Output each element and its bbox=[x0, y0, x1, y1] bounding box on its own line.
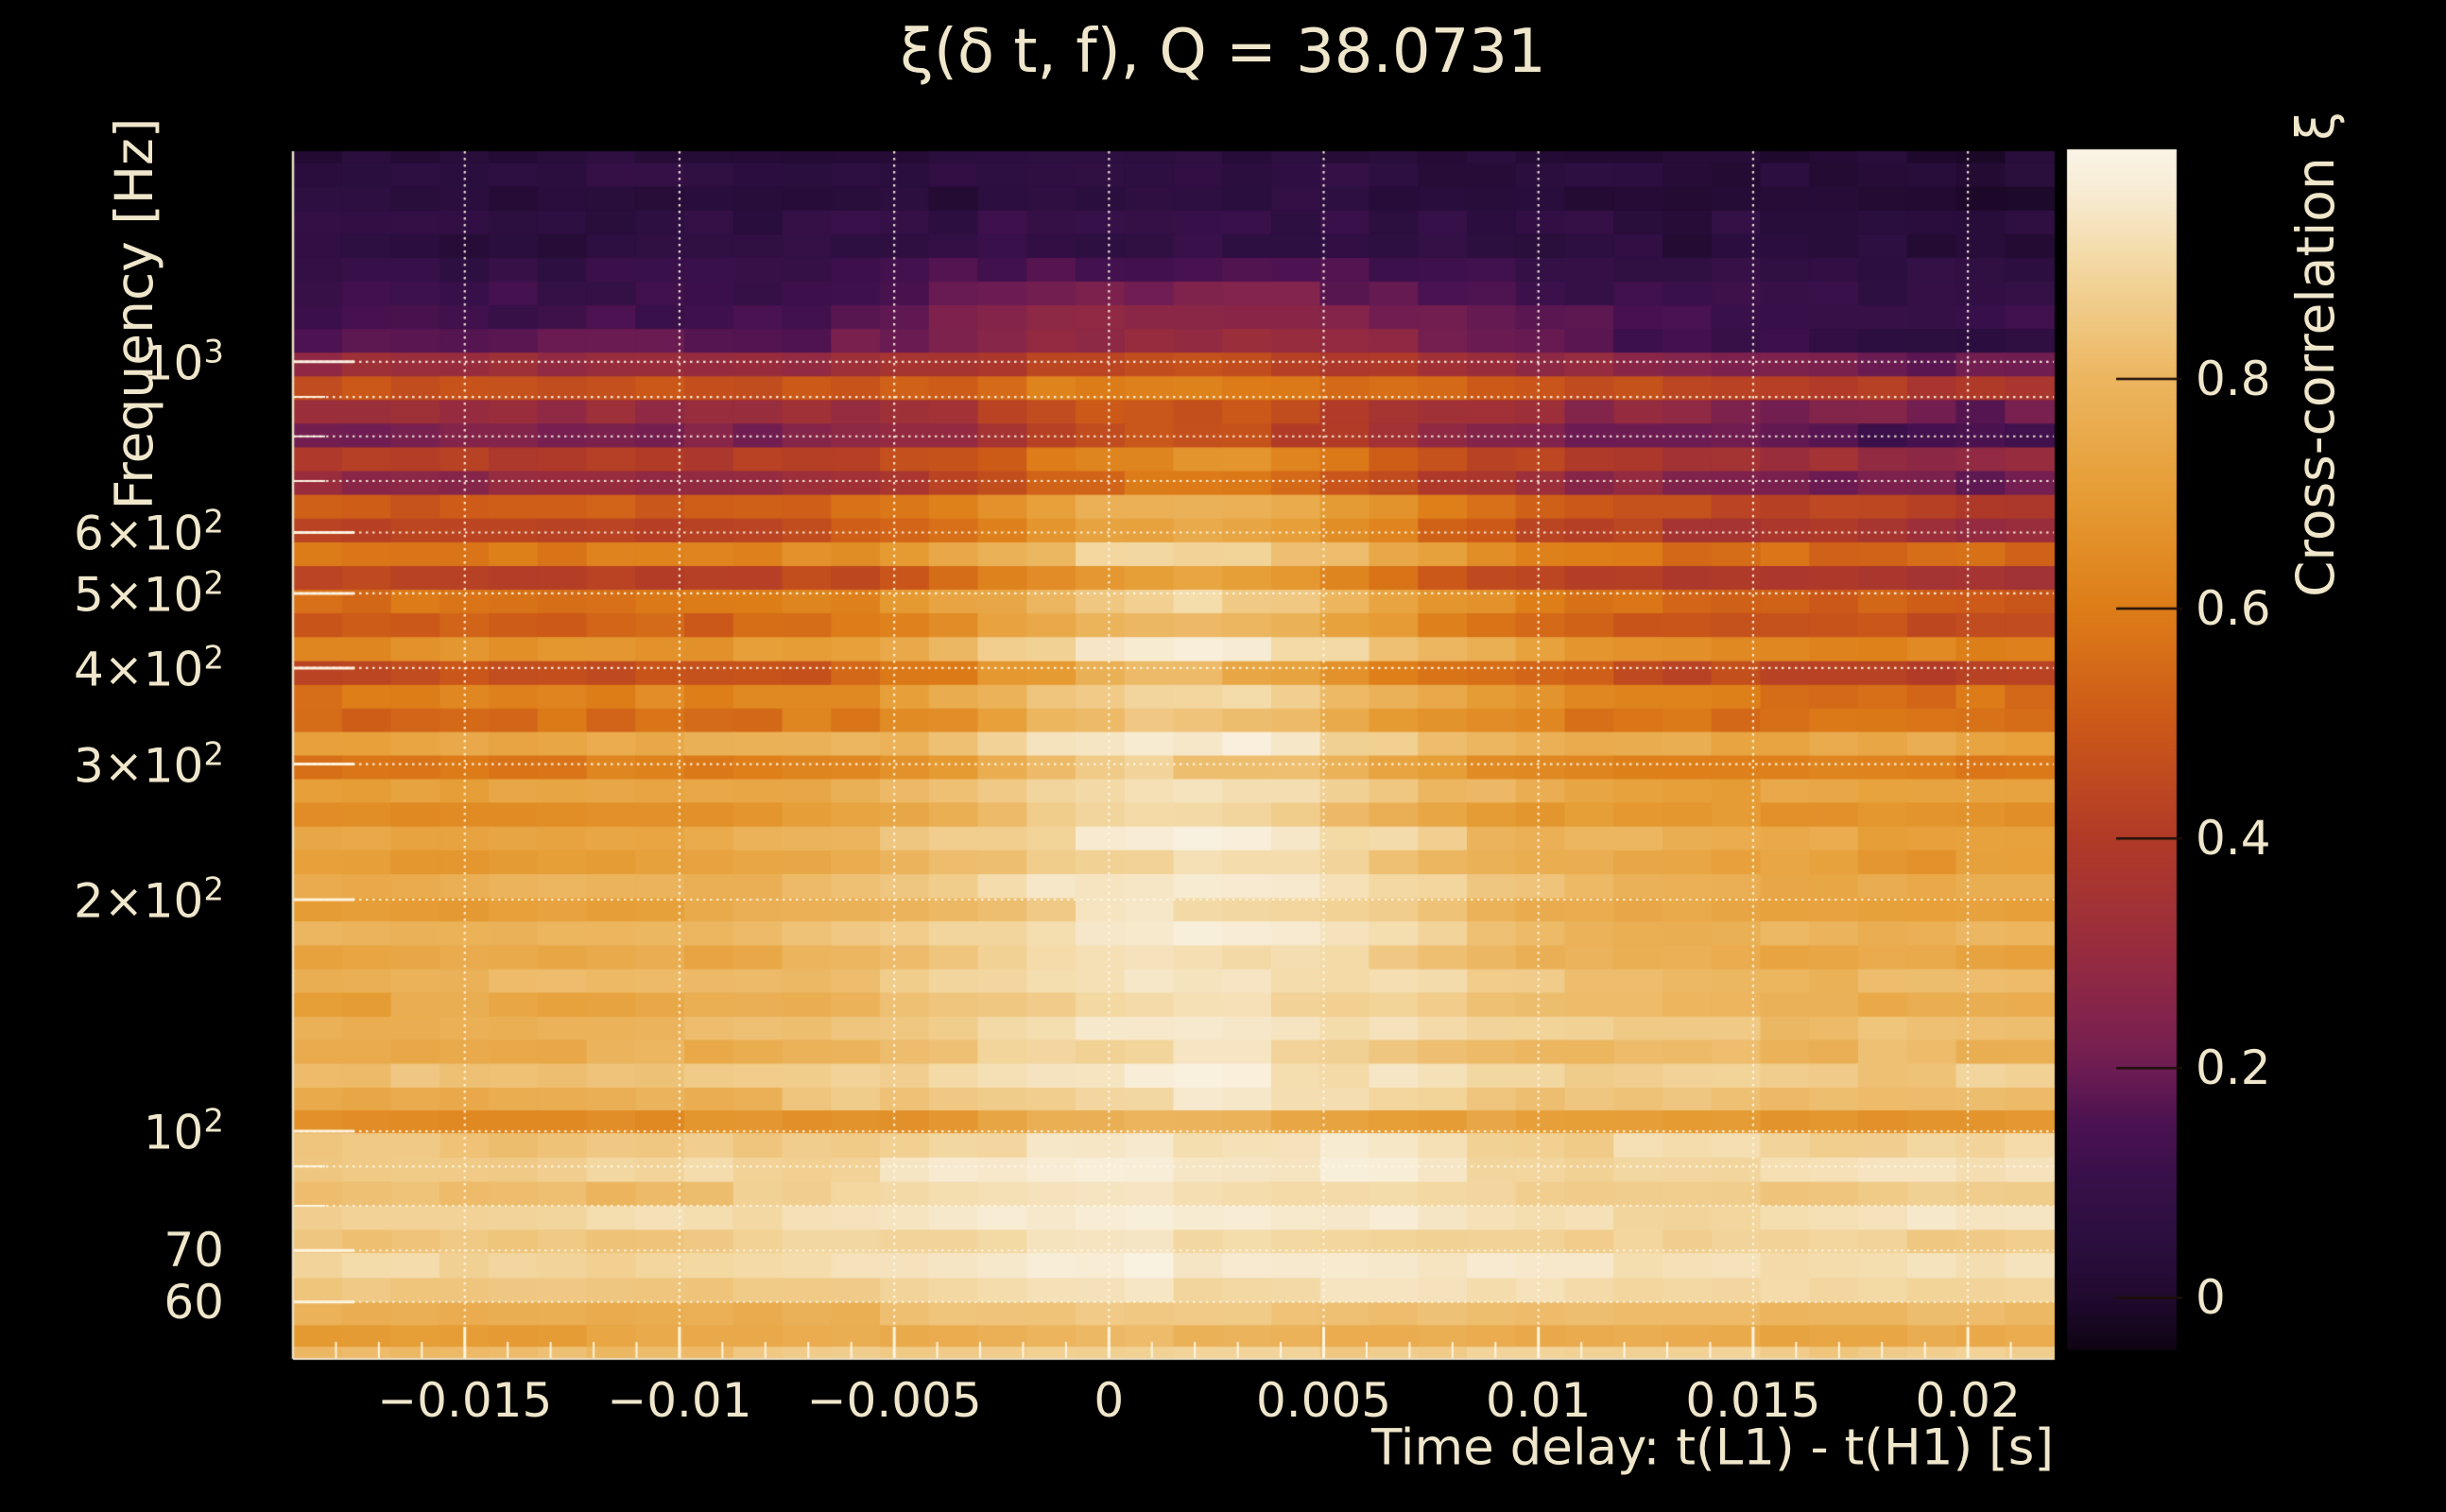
x-tick-label: −0.005 bbox=[806, 1373, 982, 1428]
y-tick-label: 103 bbox=[143, 333, 224, 391]
x-tick-label: 0.02 bbox=[1915, 1373, 2021, 1428]
x-tick-label: 0 bbox=[1094, 1373, 1125, 1428]
colorbar-tick-label: 0.2 bbox=[2196, 1040, 2271, 1096]
x-tick-label: −0.015 bbox=[377, 1373, 553, 1428]
y-tick-label: 3×102 bbox=[74, 735, 224, 793]
x-tick-label: 0.005 bbox=[1255, 1373, 1392, 1428]
y-tick-label: 5×102 bbox=[74, 564, 224, 623]
colorbar-axis-label: Cross-correlation ξ bbox=[2285, 112, 2346, 597]
colorbar-tick-label: 0.6 bbox=[2196, 581, 2271, 637]
colorbar-tick-label: 0 bbox=[2196, 1270, 2226, 1326]
x-axis-label: Time delay: t(L1) - t(H1) [s] bbox=[1371, 1418, 2054, 1477]
y-axis-label: Frequency [Hz] bbox=[104, 117, 164, 510]
x-tick-label: −0.01 bbox=[607, 1373, 752, 1428]
y-tick-label: 60 bbox=[164, 1274, 224, 1330]
plot-title: ξ(δ t, f), Q = 38.0731 bbox=[900, 17, 1546, 87]
y-tick-label: 6×102 bbox=[74, 504, 224, 561]
y-tick-label: 4×102 bbox=[74, 639, 224, 697]
y-tick-label: 2×102 bbox=[74, 870, 224, 929]
x-tick-label: 0.015 bbox=[1685, 1373, 1821, 1428]
colorbar-tick-label: 0.8 bbox=[2196, 352, 2271, 407]
y-tick-label: 70 bbox=[164, 1223, 224, 1279]
colorbar-tick-label: 0.4 bbox=[2196, 811, 2271, 867]
y-tick-label: 102 bbox=[143, 1102, 224, 1160]
x-tick-label: 0.01 bbox=[1486, 1373, 1592, 1428]
